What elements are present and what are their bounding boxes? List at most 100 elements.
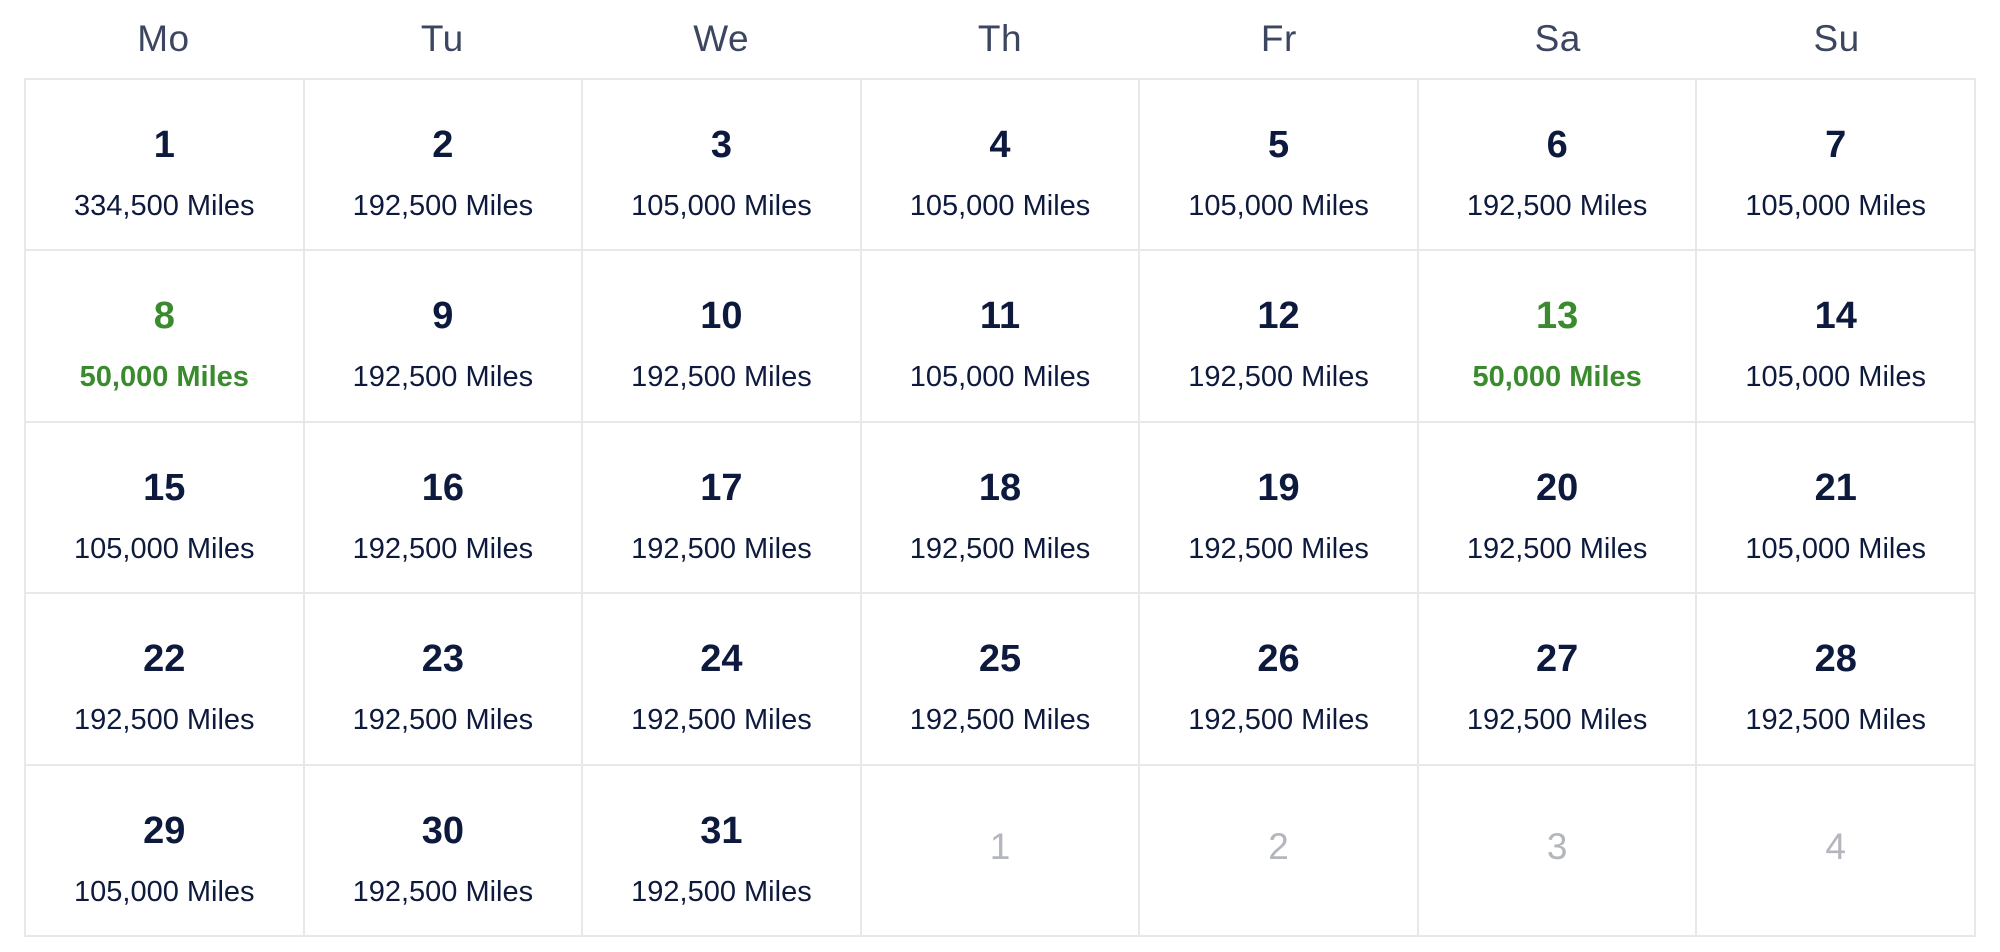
calendar-day-cell[interactable]: 15 105,000 Miles: [26, 422, 305, 595]
miles-price: 192,500 Miles: [1466, 704, 1648, 737]
miles-price: 192,500 Miles: [909, 704, 1091, 737]
day-number: 1: [989, 825, 1011, 867]
day-number: 8: [153, 295, 175, 338]
calendar-day-cell[interactable]: 6 192,500 Miles: [1418, 80, 1698, 252]
fare-calendar: Mo Tu We Th Fr Sa Su 1 334,500 Miles 2 192,…: [24, 0, 1976, 937]
miles-price: 192,500 Miles: [631, 875, 812, 908]
calendar-day-cell-lowest-fare[interactable]: 13 50,000 Miles: [1418, 251, 1698, 423]
miles-price: 192,500 Miles: [352, 704, 534, 737]
day-number: 2: [432, 124, 454, 166]
calendar-day-cell[interactable]: 31 192,500 Miles: [583, 765, 862, 937]
calendar-day-cell[interactable]: 7 105,000 Miles: [1697, 80, 1976, 252]
calendar-day-cell-lowest-fare[interactable]: 8 50,000 Miles: [26, 251, 305, 423]
miles-price: 105,000 Miles: [1745, 361, 1926, 394]
day-number: 31: [700, 809, 743, 852]
miles-price: 105,000 Miles: [74, 875, 255, 908]
day-number: 22: [143, 638, 186, 681]
weekday-label: Tu: [420, 18, 464, 59]
calendar-day-cell[interactable]: 18 192,500 Miles: [861, 422, 1141, 595]
miles-price: 105,000 Miles: [1188, 190, 1369, 222]
day-number: 9: [432, 295, 454, 338]
day-number: 1: [153, 124, 175, 166]
day-number: 28: [1814, 638, 1857, 681]
calendar-day-cell[interactable]: 21 105,000 Miles: [1697, 422, 1976, 595]
weekday-label: We: [693, 18, 750, 59]
weekday-label: Mo: [137, 18, 190, 59]
calendar-day-cell-outside-month: 3: [1418, 765, 1698, 937]
calendar-day-cell[interactable]: 5 105,000 Miles: [1140, 80, 1419, 252]
miles-price: 105,000 Miles: [1745, 532, 1926, 565]
calendar-day-cell[interactable]: 22 192,500 Miles: [26, 594, 305, 766]
calendar-day-cell[interactable]: 1 334,500 Miles: [26, 80, 305, 252]
day-number: 24: [700, 638, 743, 681]
calendar-day-cell[interactable]: 3 105,000 Miles: [583, 80, 862, 252]
calendar-day-cell-outside-month: 2: [1140, 765, 1419, 937]
day-number: 18: [978, 466, 1022, 509]
calendar-day-cell[interactable]: 10 192,500 Miles: [583, 251, 862, 423]
day-number: 13: [1535, 295, 1579, 338]
calendar-day-cell[interactable]: 19 192,500 Miles: [1140, 422, 1419, 595]
calendar-day-cell[interactable]: 30 192,500 Miles: [304, 765, 584, 937]
day-number: 23: [421, 638, 464, 681]
miles-price: 192,500 Miles: [1745, 704, 1926, 737]
miles-price: 105,000 Miles: [909, 361, 1091, 394]
day-number: 25: [978, 638, 1022, 681]
miles-price: 192,500 Miles: [631, 361, 812, 394]
weekday-label: Th: [977, 18, 1023, 59]
miles-price: 50,000 Miles: [79, 361, 249, 394]
day-number: 2: [1268, 825, 1289, 867]
weekday-label: Fr: [1260, 18, 1297, 59]
calendar-day-cell[interactable]: 9 192,500 Miles: [304, 251, 584, 423]
calendar-day-cell[interactable]: 17 192,500 Miles: [583, 422, 862, 595]
calendar-day-cell[interactable]: 11 105,000 Miles: [861, 251, 1141, 423]
day-number: 15: [143, 466, 186, 509]
day-number: 3: [710, 124, 732, 166]
calendar-day-cell[interactable]: 4 105,000 Miles: [861, 80, 1141, 252]
miles-price: 192,500 Miles: [352, 532, 534, 565]
miles-price: 50,000 Miles: [1472, 361, 1642, 394]
calendar-day-cell[interactable]: 28 192,500 Miles: [1697, 594, 1976, 766]
miles-price: 105,000 Miles: [909, 190, 1091, 222]
miles-price: 334,500 Miles: [74, 190, 255, 222]
day-number: 29: [143, 809, 186, 852]
day-grid: 1 334,500 Miles 2 192,500 Miles 3 105,000 Mil…: [24, 78, 1976, 937]
calendar-day-cell[interactable]: 23 192,500 Miles: [304, 594, 584, 766]
day-number: 7: [1825, 124, 1847, 166]
miles-price: 192,500 Miles: [1466, 190, 1648, 222]
miles-price: 192,500 Miles: [909, 532, 1091, 565]
day-number: 30: [421, 809, 464, 852]
day-number: 6: [1546, 124, 1568, 166]
day-number: 16: [421, 466, 464, 509]
miles-price: 192,500 Miles: [631, 532, 812, 565]
calendar-day-cell-outside-month: 4: [1697, 765, 1976, 937]
miles-price: 192,500 Miles: [1188, 361, 1369, 394]
calendar-day-cell[interactable]: 12 192,500 Miles: [1140, 251, 1419, 423]
weekday-header-row: Mo Tu We Th Fr Sa Su: [24, 0, 1976, 78]
calendar-day-cell[interactable]: 29 105,000 Miles: [26, 765, 305, 937]
calendar-day-cell[interactable]: 14 105,000 Miles: [1697, 251, 1976, 423]
day-number: 20: [1535, 466, 1579, 509]
day-number: 3: [1546, 825, 1568, 867]
calendar-day-cell[interactable]: 2 192,500 Miles: [304, 80, 584, 252]
miles-price: 105,000 Miles: [631, 190, 812, 222]
day-number: 10: [700, 295, 743, 338]
calendar-day-cell[interactable]: 25 192,500 Miles: [861, 594, 1141, 766]
miles-price: 192,500 Miles: [1188, 532, 1369, 565]
weekday-label: Sa: [1534, 18, 1581, 59]
miles-price: 192,500 Miles: [1188, 704, 1369, 737]
calendar-day-cell[interactable]: 27 192,500 Miles: [1418, 594, 1698, 766]
miles-price: 192,500 Miles: [74, 704, 255, 737]
calendar-day-cell[interactable]: 24 192,500 Miles: [583, 594, 862, 766]
day-number: 14: [1814, 295, 1857, 338]
day-number: 19: [1257, 466, 1300, 509]
day-number: 5: [1267, 124, 1290, 166]
miles-price: 192,500 Miles: [352, 190, 534, 222]
day-number: 4: [1825, 825, 1846, 867]
miles-price: 192,500 Miles: [352, 875, 534, 908]
calendar-day-cell[interactable]: 20 192,500 Miles: [1418, 422, 1698, 595]
weekday-label: Su: [1813, 18, 1860, 59]
calendar-day-cell[interactable]: 26 192,500 Miles: [1140, 594, 1419, 766]
miles-price: 192,500 Miles: [631, 704, 812, 737]
calendar-day-cell[interactable]: 16 192,500 Miles: [304, 422, 584, 595]
miles-price: 105,000 Miles: [1745, 190, 1926, 222]
